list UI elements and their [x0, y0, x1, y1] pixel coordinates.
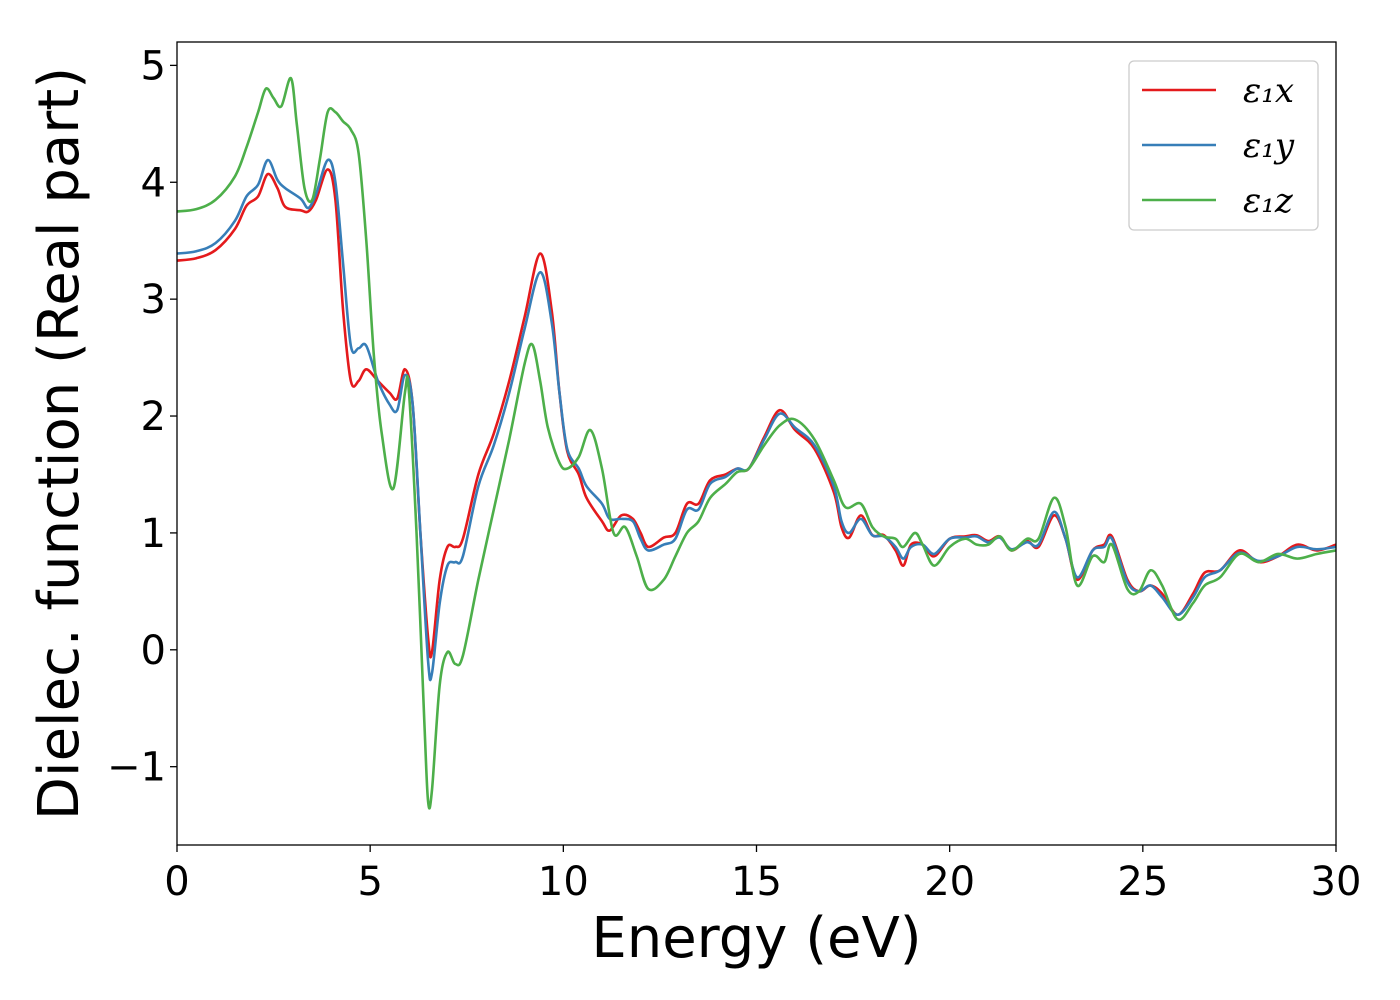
y-tick-label: 0 — [141, 628, 166, 674]
y-tick-label: 4 — [141, 160, 166, 206]
series-line-1 — [177, 158, 1336, 682]
series-line-2 — [177, 76, 1336, 810]
x-tick-label: 25 — [1117, 859, 1168, 905]
ticks-layer: 0 5 10 15 20 25 30 −1 0 1 2 3 4 5 — [107, 43, 1361, 905]
x-tick-label: 5 — [357, 859, 382, 905]
legend: ε₁x ε₁y ε₁z — [1128, 60, 1319, 231]
x-tick-label: 15 — [731, 859, 782, 905]
legend-label-1: ε₁y — [1243, 126, 1295, 166]
y-tick-label: 5 — [141, 43, 166, 89]
x-axis-label: Energy (eV) — [591, 906, 921, 971]
y-axis-label: Dielec. function (Real part) — [27, 67, 92, 820]
y-tick-label: 3 — [141, 277, 166, 323]
legend-box — [1128, 60, 1319, 231]
x-tick-label: 30 — [1311, 859, 1362, 905]
x-tick-label: 20 — [924, 859, 975, 905]
y-tick-label: −1 — [107, 745, 166, 791]
y-tick-label: 2 — [141, 394, 166, 440]
legend-label-0: ε₁x — [1243, 71, 1294, 111]
x-tick-label: 10 — [538, 859, 589, 905]
y-tick-label: 1 — [141, 511, 166, 557]
series-layer — [177, 76, 1336, 810]
x-tick-label: 0 — [164, 859, 189, 905]
legend-label-2: ε₁z — [1243, 181, 1294, 221]
